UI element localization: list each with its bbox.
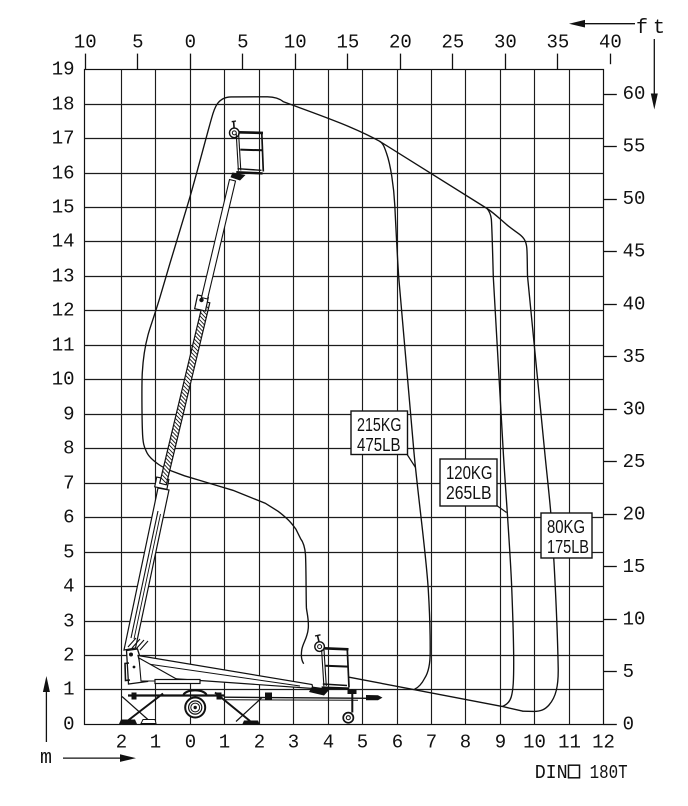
svg-text:18: 18 (52, 94, 75, 116)
svg-text:10: 10 (623, 608, 646, 630)
svg-text:5: 5 (63, 542, 74, 564)
svg-text:4: 4 (323, 732, 334, 754)
svg-text:20: 20 (389, 32, 412, 54)
svg-text:215KG: 215KG (357, 414, 402, 435)
svg-text:0: 0 (185, 32, 196, 54)
svg-text:25: 25 (441, 32, 464, 54)
svg-text:9: 9 (495, 732, 506, 754)
svg-text:1: 1 (219, 732, 230, 754)
svg-text:25: 25 (623, 451, 646, 473)
svg-text:120KG: 120KG (446, 462, 493, 483)
svg-text:35: 35 (546, 32, 569, 54)
svg-text:12: 12 (52, 300, 75, 322)
svg-text:1: 1 (150, 732, 161, 754)
svg-text:14: 14 (52, 231, 75, 253)
svg-text:15: 15 (623, 556, 646, 578)
svg-text:5: 5 (237, 32, 248, 54)
svg-text:0: 0 (623, 713, 634, 735)
svg-text:2: 2 (116, 732, 127, 754)
svg-text:5: 5 (623, 661, 634, 683)
svg-text:2: 2 (254, 732, 265, 754)
svg-text:50: 50 (623, 188, 646, 210)
svg-text:8: 8 (460, 732, 471, 754)
svg-text:0: 0 (63, 714, 74, 736)
svg-text:2: 2 (63, 645, 74, 667)
svg-text:265LB: 265LB (446, 482, 492, 503)
svg-text:1: 1 (63, 679, 74, 701)
svg-text:40: 40 (599, 32, 622, 54)
svg-text:3: 3 (288, 732, 299, 754)
svg-text:ft: ft (636, 17, 670, 40)
svg-text:175LB: 175LB (547, 536, 589, 557)
svg-text:5: 5 (357, 732, 368, 754)
svg-text:180T: 180T (590, 762, 628, 784)
svg-text:475LB: 475LB (357, 434, 401, 455)
svg-text:12: 12 (592, 732, 615, 754)
svg-text:17: 17 (52, 128, 75, 150)
svg-text:0: 0 (185, 732, 196, 754)
svg-text:7: 7 (63, 473, 74, 495)
svg-text:10: 10 (74, 32, 97, 54)
svg-text:5: 5 (132, 32, 143, 54)
svg-text:45: 45 (623, 241, 646, 263)
svg-text:15: 15 (52, 197, 75, 219)
svg-text:30: 30 (623, 398, 646, 420)
svg-text:6: 6 (63, 507, 74, 529)
svg-text:60: 60 (623, 83, 646, 105)
svg-text:30: 30 (494, 32, 517, 54)
svg-text:4: 4 (63, 576, 74, 598)
svg-text:13: 13 (52, 266, 75, 288)
svg-text:8: 8 (63, 438, 74, 460)
svg-text:55: 55 (623, 136, 646, 158)
svg-text:DIN: DIN (535, 762, 568, 784)
svg-text:3: 3 (63, 611, 74, 633)
svg-text:80KG: 80KG (547, 516, 585, 537)
svg-text:6: 6 (392, 732, 403, 754)
svg-text:10: 10 (52, 369, 75, 391)
svg-text:35: 35 (623, 346, 646, 368)
svg-text:11: 11 (558, 732, 581, 754)
svg-text:19: 19 (52, 59, 75, 81)
svg-text:20: 20 (623, 503, 646, 525)
svg-text:11: 11 (52, 335, 75, 357)
svg-text:16: 16 (52, 163, 75, 185)
svg-text:7: 7 (426, 732, 437, 754)
svg-text:15: 15 (336, 32, 359, 54)
svg-text:40: 40 (623, 293, 646, 315)
svg-text:10: 10 (284, 32, 307, 54)
svg-text:9: 9 (63, 404, 74, 426)
svg-text:m: m (40, 747, 52, 770)
svg-text:10: 10 (523, 732, 546, 754)
